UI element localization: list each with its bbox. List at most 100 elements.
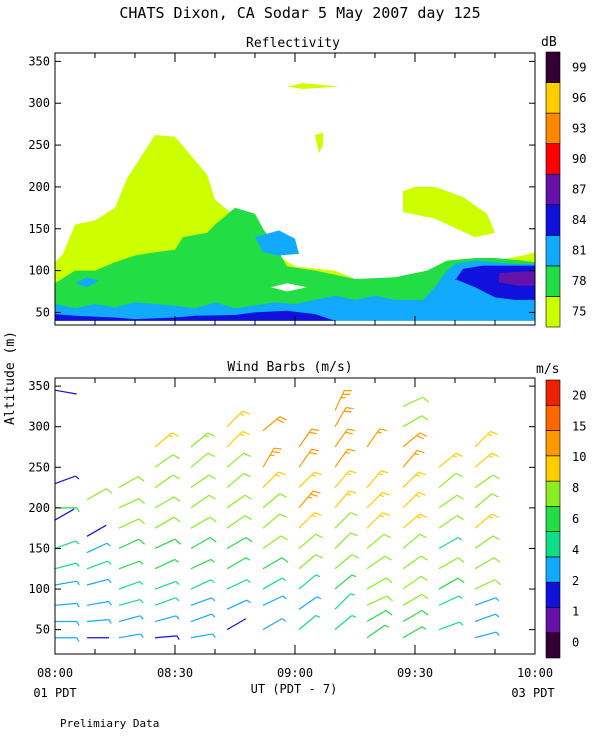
x-axis-right-date: 03 PDT (511, 686, 554, 700)
refl-ytick-label: 150 (28, 222, 50, 236)
wind-barb (86, 578, 112, 586)
wind-barb (54, 540, 80, 550)
wind-ytick-label: 50 (36, 623, 50, 637)
wind-barb (474, 597, 500, 606)
wind-barb (298, 574, 321, 590)
wind-barb (298, 448, 320, 468)
wind-barb (262, 416, 287, 432)
wind-barb (402, 471, 426, 489)
wind-barb (298, 471, 322, 489)
wind-barb (154, 635, 180, 640)
wind-barb (438, 621, 464, 631)
footer-note: Prelimiary Data (60, 717, 159, 730)
wind-barb (154, 516, 181, 529)
wind-barb (402, 491, 426, 509)
wind-barb (190, 558, 215, 570)
reflectivity-region-8 (55, 310, 335, 321)
wind-barb (226, 410, 250, 428)
wind-barb (334, 389, 352, 411)
wind-barb (55, 620, 80, 626)
wind-colorbar-swatch-6 (545, 480, 561, 507)
wind-barb (226, 618, 247, 631)
wind-barb (438, 557, 465, 570)
wind-barb (474, 535, 500, 549)
wind-ytick-label: 100 (28, 582, 50, 596)
wind-barb (438, 595, 463, 606)
wind-ytick-label: 350 (28, 379, 50, 393)
wind-barb (366, 470, 389, 488)
wind-barb (298, 596, 322, 610)
wind-barb (86, 542, 111, 554)
wind-colorbar-swatch-2 (545, 581, 561, 608)
wind-barb (118, 599, 144, 606)
wind-y-axis: 50 100 150 200 250 300 350 (28, 379, 535, 637)
wind-barb (190, 536, 217, 549)
wind-barb (366, 512, 390, 529)
wind-barb (402, 555, 428, 570)
wind-barb (226, 599, 251, 610)
refl-colorbar-label-78: 78 (572, 274, 586, 288)
wind-barb (54, 508, 75, 521)
wind-barb (154, 538, 182, 550)
wind-barb (438, 577, 465, 590)
wind-barb (366, 428, 388, 448)
wind-barb (190, 613, 216, 623)
wind-barb (190, 597, 216, 606)
wind-barb (438, 472, 463, 489)
reflectivity-region-6 (255, 230, 299, 256)
wind-barb (334, 614, 357, 631)
wind-barb (262, 595, 287, 606)
wind-barb (262, 493, 287, 509)
refl-colorbar-swatch-3 (545, 204, 561, 236)
wind-barb (474, 631, 500, 639)
wind-barb (190, 432, 215, 448)
wind-barb (86, 600, 112, 606)
refl-colorbar-label-99: 99 (572, 60, 586, 74)
wind-colorbar-label-1: 1 (572, 605, 579, 619)
reflectivity-title: Reflectivity (246, 36, 340, 51)
wind-barb (334, 574, 357, 590)
reflectivity-y-axis: 50 100 150 200 250 300 350 (28, 54, 535, 319)
wind-barb (154, 558, 179, 570)
wind-colorbar-label-10: 10 (572, 450, 586, 464)
reflectivity-colorbar-unit: dB (541, 35, 557, 50)
refl-colorbar-swatch-5 (545, 143, 561, 175)
wind-barb (226, 515, 252, 529)
wind-barb (334, 593, 355, 610)
wind-barb (334, 490, 357, 509)
wind-barb (438, 536, 463, 549)
wind-x-axis: 08:00 08:30 09:00 09:30 10:00 (37, 378, 553, 680)
wind-barb (86, 524, 107, 537)
reflectivity-region-5 (55, 260, 535, 321)
wind-barb (226, 579, 251, 590)
wind-barb (54, 389, 77, 395)
reflectivity-colorbar: 75 78 81 84 87 90 93 96 99 (545, 51, 586, 328)
wind-barb (54, 475, 80, 485)
reflectivity-region-4 (55, 207, 535, 321)
x-tick-label-0800: 08:00 (37, 666, 73, 680)
wind-barb (366, 577, 393, 590)
wind-barb (402, 593, 429, 606)
wind-barb (298, 614, 321, 631)
wind-colorbar-swatch-3 (545, 556, 561, 583)
wind-colorbar-label-8: 8 (572, 481, 579, 495)
wind-barb (262, 557, 289, 570)
reflectivity-x-ticks (54, 53, 536, 325)
refl-ytick-label: 300 (28, 96, 50, 110)
wind-barb (402, 626, 427, 639)
refl-ytick-label: 50 (36, 305, 50, 319)
refl-colorbar-swatch-8 (545, 51, 561, 83)
wind-colorbar-label-4: 4 (572, 543, 579, 557)
wind-barb (262, 618, 287, 631)
wind-barb (118, 633, 144, 639)
reflectivity-region-7 (75, 277, 99, 288)
wind-barb (190, 452, 215, 468)
wind-barb (118, 518, 146, 529)
wind-barb (86, 488, 113, 501)
wind-barb (190, 516, 217, 529)
wind-colorbar-swatch-7 (545, 455, 561, 482)
wind-barb (334, 448, 356, 468)
refl-colorbar-swatch-1 (545, 265, 561, 297)
